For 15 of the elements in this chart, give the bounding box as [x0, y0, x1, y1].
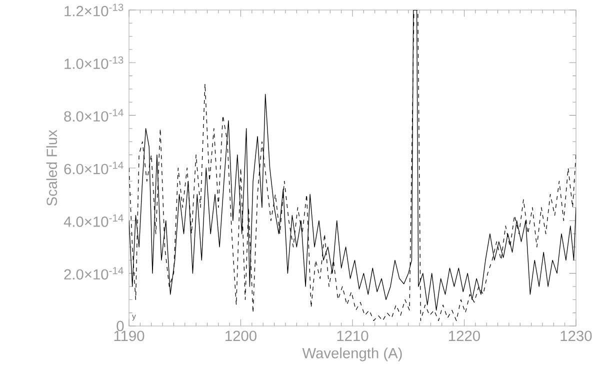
x-tick-label: 1210: [337, 330, 368, 342]
y-tick-label: 8.0×10$^{-14}$: [64, 109, 124, 122]
y-tick-label: 0: [116, 320, 124, 332]
x-tick-label: 1220: [449, 330, 480, 342]
y-tick-label: 4.0×10$^{-14}$: [64, 214, 124, 227]
x-tick-label: 1200: [226, 330, 256, 342]
y-tick-label: 1.2×10$^{-13}$: [64, 4, 124, 16]
y-tick-label: 6.0×10$^{-14}$: [64, 162, 124, 174]
y-tick-label: 2.0×10$^{-14}$: [64, 267, 124, 280]
x-axis-title: Wavelength (A): [302, 348, 402, 362]
annotation: y: [132, 314, 136, 321]
x-tick-label: 1230: [560, 330, 592, 342]
y-tick-label: 1.0×10$^{-13}$: [64, 56, 124, 69]
y-axis-title: Scaled Flux: [46, 130, 58, 206]
x-tick-label: 1190: [114, 330, 144, 342]
